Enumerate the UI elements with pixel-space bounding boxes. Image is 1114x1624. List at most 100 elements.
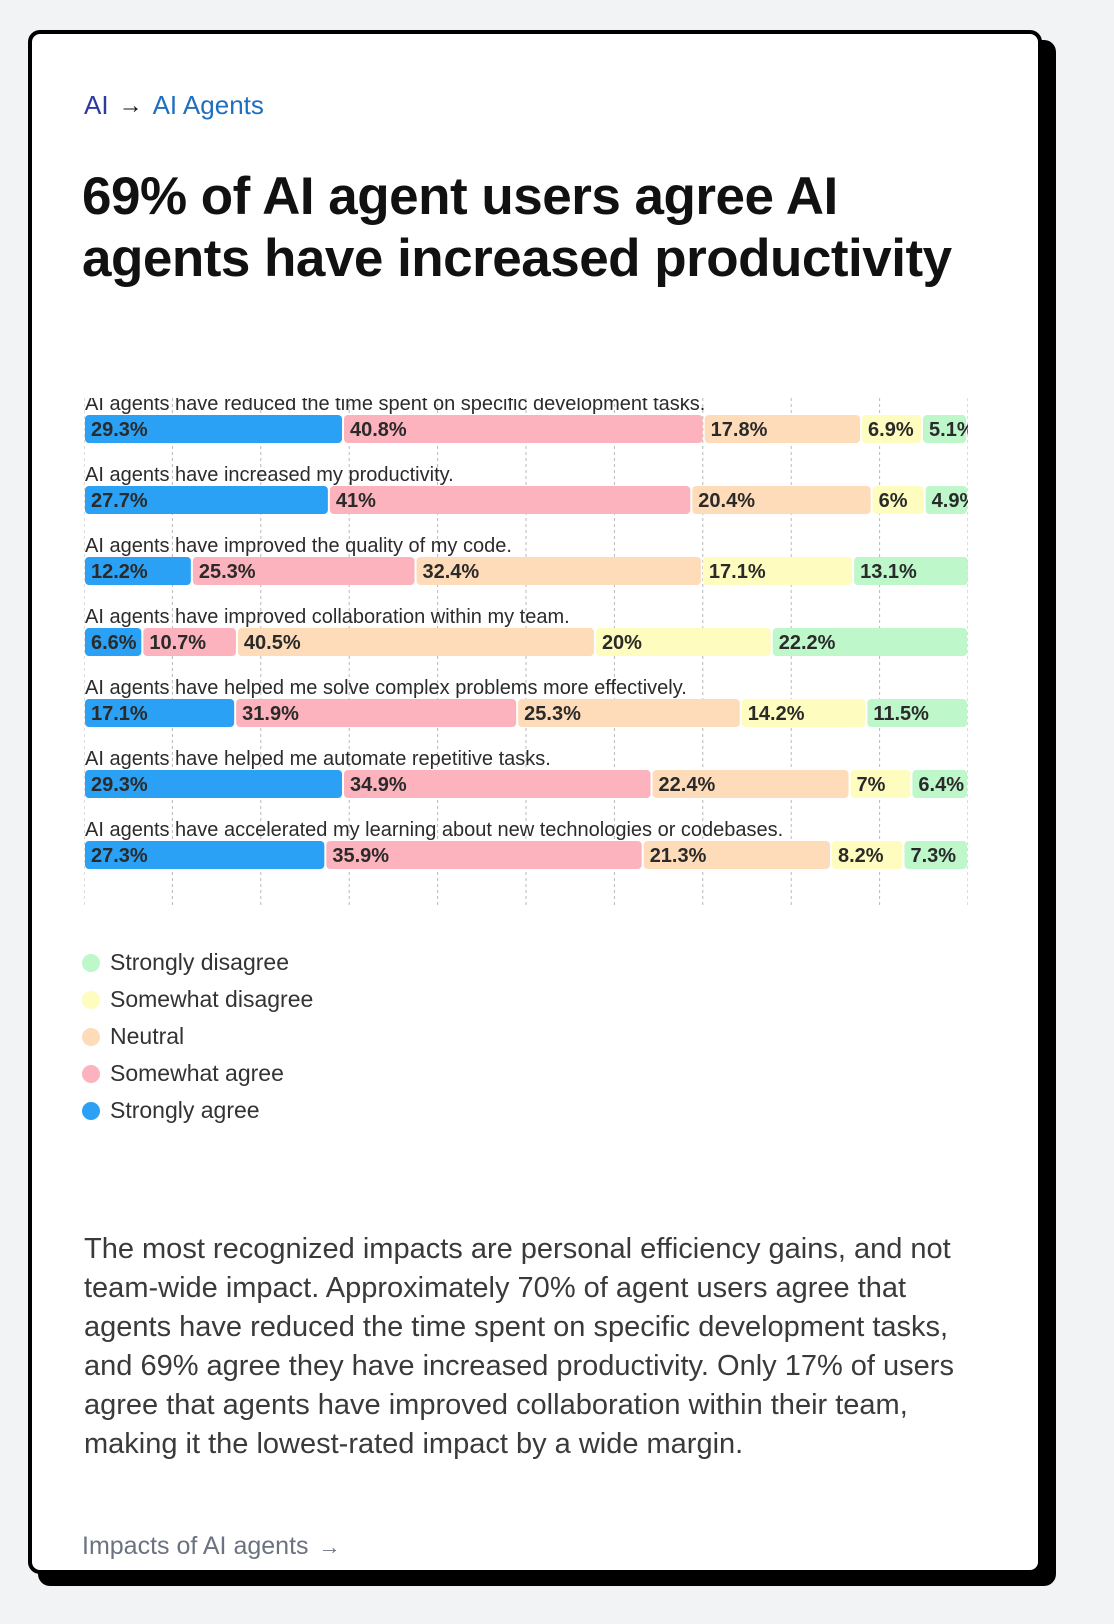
data-label: 11.5% — [873, 703, 929, 725]
impacts-link-label: Impacts of AI agents — [82, 1532, 309, 1560]
data-label: 29.3% — [91, 774, 148, 796]
plot-area: AI agents have reduced the time spent on… — [84, 398, 978, 905]
impacts-link[interactable]: Impacts of AI agents → — [82, 1532, 341, 1561]
data-label: 27.7% — [91, 490, 148, 512]
bar-segment — [692, 486, 871, 514]
bar-segment — [704, 415, 861, 443]
stacked-bar-chart: AI agents have reduced the time spent on… — [84, 398, 1000, 918]
bar-segment — [862, 415, 922, 443]
bar-segment — [85, 557, 191, 585]
legend-item: Somewhat disagree — [82, 981, 313, 1018]
data-label: 12.2% — [91, 561, 148, 583]
chart-legend: Strongly disagree Somewhat disagree Neutra… — [82, 944, 313, 1129]
legend-swatch — [82, 990, 100, 1009]
legend-item: Neutral — [82, 1018, 313, 1055]
legend-swatch — [82, 1027, 100, 1046]
data-label: 31.9% — [242, 703, 299, 725]
data-label: 7% — [857, 774, 886, 796]
category-label: AI agents have helped me automate repeti… — [85, 748, 551, 770]
data-label: 4.9% — [932, 490, 978, 512]
legend-label: Neutral — [110, 1023, 185, 1049]
bar-segment — [652, 770, 849, 798]
chart-row: AI agents have improved the quality of m… — [85, 535, 968, 585]
category-label: AI agents have accelerated my learning a… — [85, 819, 783, 841]
category-label: AI agents have increased my productivity… — [85, 464, 454, 486]
data-label: 6.9% — [868, 419, 914, 441]
breadcrumb-current-link[interactable]: AI Agents — [152, 90, 264, 120]
bar-segment — [416, 557, 701, 585]
data-label: 27.3% — [91, 845, 148, 867]
legend-label: Strongly disagree — [110, 949, 289, 975]
bar-segment — [192, 557, 415, 585]
legend-item: Strongly agree — [82, 1092, 313, 1129]
legend-item: Strongly disagree — [82, 944, 313, 981]
bar-segment — [85, 770, 343, 798]
bar-segment — [236, 699, 517, 727]
category-label: AI agents have reduced the time spent on… — [85, 398, 705, 415]
data-label: 20% — [602, 632, 642, 654]
bar-segment — [702, 557, 853, 585]
category-label: AI agents have improved collaboration wi… — [85, 606, 570, 628]
data-label: 10.7% — [149, 632, 206, 654]
bar-segment — [143, 628, 236, 656]
legend-swatch — [82, 1064, 100, 1083]
bar-segment — [326, 841, 642, 869]
chart-row: AI agents have helped me solve complex p… — [85, 677, 967, 727]
bar-segment — [85, 628, 142, 656]
legend-item: Somewhat agree — [82, 1055, 313, 1092]
bar-segment — [85, 841, 325, 869]
breadcrumb-root-link[interactable]: AI — [84, 90, 109, 120]
data-label: 41% — [336, 490, 376, 512]
bar-segment — [904, 841, 967, 869]
category-label: AI agents have improved the quality of m… — [85, 535, 512, 557]
chart-row: AI agents have reduced the time spent on… — [85, 398, 968, 443]
data-label: 14.2% — [748, 703, 805, 725]
bar-segment — [344, 770, 651, 798]
bar-segment — [344, 415, 703, 443]
data-label: 17.8% — [711, 419, 768, 441]
data-label: 40.5% — [244, 632, 301, 654]
data-label: 35.9% — [332, 845, 389, 867]
data-label: 17.1% — [91, 703, 148, 725]
bar-segment — [867, 699, 967, 727]
data-label: 25.3% — [199, 561, 256, 583]
data-label: 6% — [879, 490, 908, 512]
bar-segment — [772, 628, 967, 656]
data-label: 21.3% — [650, 845, 707, 867]
bar-segment — [831, 841, 903, 869]
data-label: 29.3% — [91, 419, 148, 441]
bar-segment — [595, 628, 771, 656]
legend-label: Strongly agree — [110, 1097, 260, 1123]
data-label: 25.3% — [524, 703, 581, 725]
data-label: 6.4% — [918, 774, 964, 796]
bar-segment — [923, 415, 967, 443]
legend-swatch — [82, 953, 100, 972]
legend-swatch — [82, 1101, 100, 1120]
bar-segment — [237, 628, 594, 656]
bar-segment — [85, 699, 235, 727]
chart-row: AI agents have helped me automate repeti… — [85, 748, 967, 798]
bar-segment — [329, 486, 691, 514]
bar-segment — [854, 557, 968, 585]
chart-svg: AI agents have reduced the time spent on… — [84, 398, 978, 905]
arrow-right-icon: → — [318, 1533, 341, 1559]
data-label: 8.2% — [838, 845, 884, 867]
arrow-right-icon: → — [118, 91, 143, 119]
data-label: 32.4% — [423, 561, 480, 583]
data-label: 20.4% — [698, 490, 755, 512]
bar-segment — [925, 486, 967, 514]
data-label: 40.8% — [350, 419, 407, 441]
bar-segment — [518, 699, 740, 727]
chart-row: AI agents have accelerated my learning a… — [85, 819, 967, 869]
chart-row: AI agents have increased my productivity… — [85, 464, 978, 514]
legend-label: Somewhat agree — [110, 1060, 284, 1086]
bar-segment — [872, 486, 924, 514]
data-label: 34.9% — [350, 774, 407, 796]
article-card: AI → AI Agents 69% of AI agent users agr… — [28, 30, 1042, 1574]
data-label: 7.3% — [910, 845, 956, 867]
bar-segment — [912, 770, 967, 798]
legend-label: Somewhat disagree — [110, 986, 314, 1012]
summary-paragraph: The most recognized impacts are personal… — [84, 1233, 954, 1460]
data-label: 22.2% — [779, 632, 836, 654]
data-label: 13.1% — [860, 561, 917, 583]
